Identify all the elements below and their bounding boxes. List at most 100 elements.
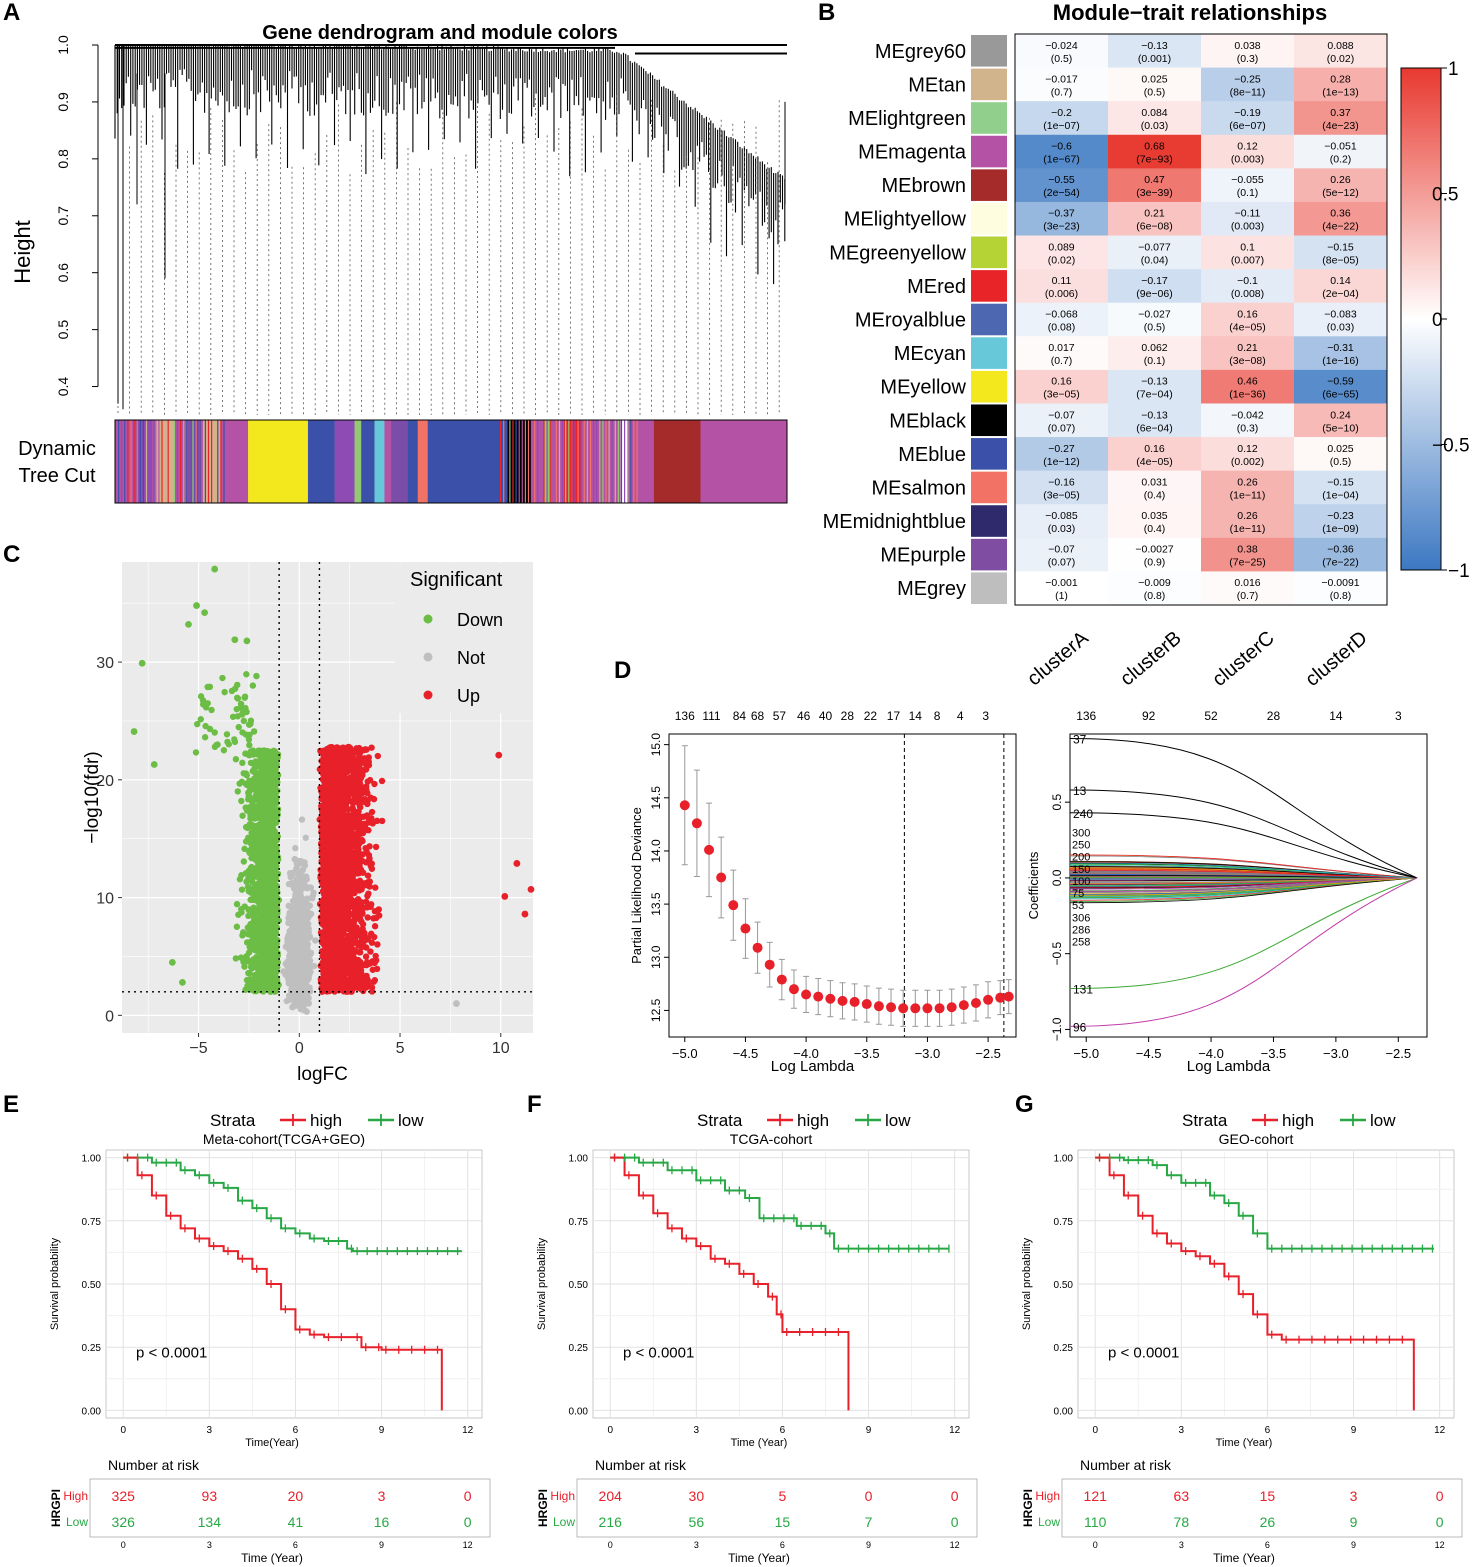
volcano-point-down: [247, 779, 254, 786]
module-color-stripe: [180, 420, 182, 503]
module-color-block: [427, 420, 508, 503]
module-label: MEpurple: [880, 545, 966, 567]
volcano-point-down: [246, 741, 253, 749]
volcano-point-not: [301, 977, 308, 984]
heatmap-cell-value: −0.27: [1048, 443, 1075, 455]
volcano-point-up: [324, 863, 332, 871]
volcano-point-up: [333, 877, 340, 885]
heatmap-cell-value: −0.055: [1231, 174, 1264, 186]
panel-label-a: A: [3, 0, 20, 26]
volcano-point-down: [264, 928, 272, 935]
volcano-point-up: [359, 941, 366, 949]
module-color-stripe: [118, 420, 120, 503]
volcano-point-down: [246, 721, 253, 728]
volcano-point-up: [325, 803, 332, 810]
volcano-point-up: [372, 843, 380, 851]
volcano-point-up: [321, 842, 328, 849]
volcano-point-down: [263, 980, 270, 988]
heatmap-cell-pvalue: (4e−23): [1322, 120, 1358, 132]
volcano-point-down: [263, 792, 270, 800]
volcano-point-up: [359, 857, 366, 865]
volcano-point-up: [334, 962, 342, 970]
y-tick-label: 0.9: [55, 92, 71, 112]
module-color-stripe: [198, 420, 200, 503]
heatmap-cell-pvalue: (0.2): [1330, 154, 1352, 166]
volcano-point-not: [291, 1002, 298, 1009]
column-label: clusterC: [1208, 627, 1278, 691]
module-color-stripe: [515, 420, 517, 503]
legend-tick-label: 1: [1448, 59, 1459, 80]
heatmap-cell-pvalue: (0.5): [1144, 322, 1166, 334]
module-color-stripe: [583, 420, 585, 503]
heatmap-cell: [1108, 537, 1202, 572]
module-color-stripe: [608, 420, 610, 503]
volcano-point-up: [332, 756, 340, 764]
volcano-point-up: [355, 799, 363, 807]
volcano-point-up: [371, 780, 378, 788]
color-bar-label-line1: Dynamic: [18, 438, 96, 460]
volcano-point-up: [322, 960, 329, 967]
module-swatch: [971, 270, 1007, 302]
heatmap-cell-pvalue: (7e−04): [1136, 389, 1172, 401]
module-color-block: [391, 420, 409, 503]
heatmap-cell-pvalue: (3e−08): [1229, 355, 1265, 367]
volcano-point-up: [370, 915, 377, 922]
module-swatch: [971, 404, 1007, 437]
module-label: MEbrown: [882, 175, 966, 197]
heatmap-cell-value: −0.1: [1237, 275, 1258, 287]
module-color-stripe: [124, 420, 126, 503]
heatmap-cell: [1015, 134, 1109, 169]
volcano-point-up: [372, 884, 379, 891]
heatmap-cell-value: −0.077: [1138, 241, 1171, 253]
volcano-point-up: [371, 923, 379, 930]
heatmap-cell-value: 0.26: [1330, 174, 1351, 186]
heatmap-cell-value: −0.07: [1048, 544, 1075, 556]
volcano-point-up: [335, 898, 342, 905]
module-color-stripe: [121, 420, 123, 503]
heatmap-cell: [1201, 369, 1295, 404]
volcano-point-up: [349, 773, 357, 780]
heatmap-cell: [1294, 571, 1388, 606]
module-color-stripe: [217, 420, 219, 503]
module-color-stripe: [211, 420, 213, 503]
volcano-point-down: [266, 837, 273, 844]
volcano-point-not: [286, 996, 294, 1003]
heatmap-cell: [1201, 101, 1295, 136]
module-label: MEyellow: [880, 377, 966, 399]
volcano-point-not: [282, 971, 289, 978]
module-label: MEroyalblue: [855, 310, 966, 332]
heatmap-cell-pvalue: (0.7): [1051, 355, 1073, 367]
heatmap-cell: [1015, 403, 1109, 438]
heatmap-cell: [1201, 470, 1295, 505]
heatmap-cell: [1201, 571, 1295, 606]
volcano-point-down: [260, 781, 268, 789]
volcano-point-down: [199, 697, 207, 704]
heatmap-cell-pvalue: (0.001): [1138, 53, 1171, 65]
volcano-point-not: [301, 859, 308, 866]
heatmap-cell-value: 0.28: [1330, 73, 1351, 85]
module-color-stripe: [220, 420, 222, 503]
heatmap-cell: [1108, 101, 1202, 136]
panel-label-e: E: [3, 1091, 19, 1118]
heatmap-cell-value: 0.031: [1141, 476, 1167, 488]
heatmap-cell-value: 0.11: [1052, 275, 1072, 287]
volcano-point-down: [265, 756, 272, 763]
volcano-point-up: [366, 843, 373, 850]
module-color-stripe: [639, 420, 641, 503]
module-color-block: [417, 420, 429, 503]
volcano-point-not: [295, 986, 302, 993]
heatmap-cell-value: −0.017: [1045, 73, 1078, 85]
module-swatch: [971, 505, 1007, 537]
volcano-point-down: [236, 780, 243, 787]
heatmap-cell: [1294, 269, 1388, 304]
module-label: MEblack: [889, 410, 967, 432]
heatmap-cell: [1015, 537, 1109, 572]
volcano-point-down: [259, 763, 266, 770]
volcano-point-up: [367, 903, 374, 910]
volcano-point-up: [356, 761, 363, 768]
volcano-point-up: [356, 949, 363, 956]
module-color-stripe: [214, 420, 216, 503]
volcano-point-not: [292, 844, 299, 852]
panel-label-g: G: [1015, 1091, 1034, 1118]
volcano-point-up: [339, 760, 346, 768]
